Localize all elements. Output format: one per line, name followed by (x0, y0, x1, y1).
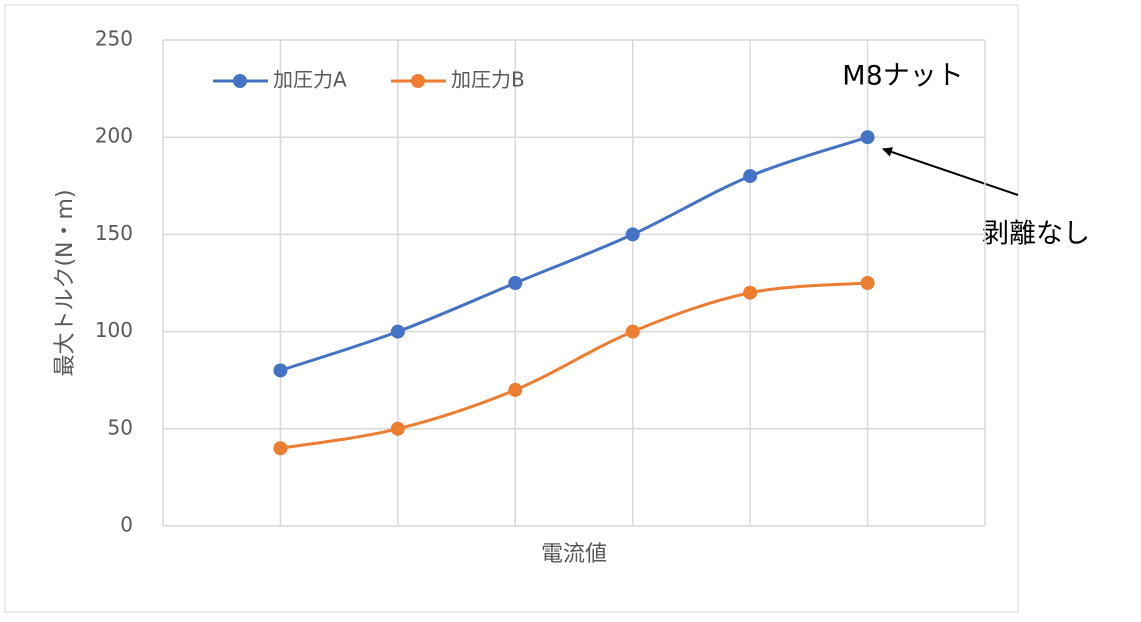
data-point (625, 227, 640, 242)
data-point (273, 441, 288, 456)
data-point (625, 324, 640, 339)
data-point (508, 382, 523, 397)
y-tick-label: 150 (95, 221, 133, 245)
annotation: 剥離なし (982, 219, 1090, 250)
data-point (508, 276, 523, 290)
chart-frame (4, 4, 1019, 613)
annotation-arrow (882, 147, 1019, 196)
data-point (390, 421, 405, 436)
y-tick-label: 250 (95, 27, 133, 51)
data-point (390, 324, 405, 339)
legend-label: 加圧力A (273, 68, 347, 92)
y-tick-label: 0 (120, 513, 133, 537)
y-tick-label: 200 (95, 124, 133, 148)
legend-marker (233, 74, 247, 88)
legend-marker (411, 74, 425, 88)
y-tick-label: 100 (95, 318, 133, 342)
y-tick-label: 50 (108, 415, 133, 439)
legend-label: 加圧力B (451, 68, 525, 92)
data-point (743, 169, 758, 184)
x-axis-title: 電流値 (541, 542, 607, 567)
data-point (860, 130, 875, 145)
series-line (280, 281, 868, 450)
data-point (860, 276, 875, 290)
annotation: M8ナット (842, 61, 963, 92)
y-axis-title: 最大トルク(N・m) (53, 189, 78, 376)
data-point (273, 363, 288, 378)
data-point (743, 285, 758, 300)
series-line (279, 135, 869, 372)
